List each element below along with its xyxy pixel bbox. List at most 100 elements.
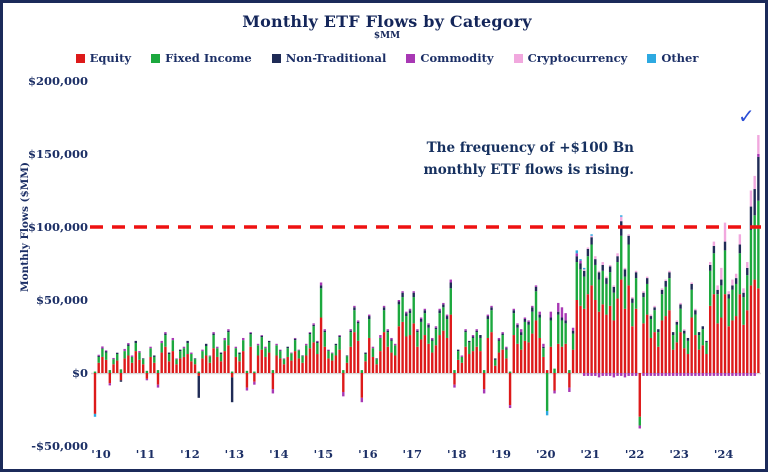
bar-segment	[212, 332, 215, 334]
bar-segment	[653, 305, 656, 308]
bar-segment	[634, 270, 638, 273]
bar-segment	[175, 364, 178, 373]
x-tick-label: '23	[669, 447, 689, 461]
bar-segment	[616, 253, 619, 257]
bar-segment	[545, 410, 549, 416]
bar-segment	[349, 330, 352, 333]
bar-segment	[338, 335, 341, 336]
bar-segment	[386, 330, 389, 333]
bar-segment	[345, 356, 349, 363]
bar-segment	[401, 297, 404, 322]
x-tick-label: '21	[580, 447, 600, 461]
bar-segment	[631, 373, 634, 376]
bar-segment	[494, 359, 497, 366]
bar-segment	[164, 335, 167, 347]
bar-segment	[701, 345, 704, 373]
bar-segment	[534, 286, 538, 292]
bar-segment	[234, 356, 238, 373]
legend-swatch-icon	[513, 53, 523, 63]
bar-segment	[401, 292, 404, 298]
bar-segment	[360, 370, 364, 373]
bar-segment	[460, 355, 464, 357]
bar-segment	[627, 234, 630, 236]
bar-segment	[671, 332, 675, 336]
y-tick-label: $0	[71, 366, 88, 380]
bar-segment	[208, 355, 212, 357]
bar-segment	[757, 154, 760, 157]
bar-segment	[627, 235, 630, 245]
bar-segment	[442, 330, 445, 373]
bar-segment	[345, 355, 349, 357]
bar-segment	[449, 282, 452, 289]
bar-segment	[190, 352, 193, 355]
bar-segment	[230, 373, 234, 378]
bar-segment	[327, 349, 330, 351]
bar-segment	[360, 373, 364, 398]
bar-segment	[716, 285, 719, 290]
bar-segment	[353, 305, 356, 308]
bar-segment	[482, 373, 486, 390]
bar-segment	[601, 264, 604, 271]
bar-segment	[145, 370, 149, 373]
bar-segment	[671, 373, 675, 376]
bar-segment	[749, 373, 753, 376]
bar-segment	[716, 294, 719, 324]
bar-segment	[582, 308, 586, 373]
bar-segment	[386, 332, 389, 347]
bar-segment	[586, 248, 590, 257]
bar-segment	[560, 320, 564, 347]
bar-segment	[442, 307, 445, 331]
bar-segment	[649, 314, 653, 317]
bar-segment	[716, 373, 719, 376]
bar-segment	[479, 351, 482, 373]
bar-segment	[675, 324, 679, 343]
bar-segment	[505, 348, 508, 350]
bar-segment	[486, 314, 490, 317]
bar-segment	[286, 356, 289, 373]
bar-segment	[323, 330, 326, 333]
bar-segment	[405, 336, 408, 373]
bar-segment	[427, 324, 430, 328]
bar-segment	[697, 335, 701, 350]
bar-segment	[293, 340, 297, 352]
legend-item-equity: Equity	[75, 51, 132, 65]
bar-segment	[353, 310, 356, 333]
legend-label: Equity	[89, 51, 132, 65]
bar-segment	[245, 387, 249, 391]
bar-segment	[264, 356, 267, 373]
y-tick-label: $200,000	[27, 74, 88, 88]
bar-segment	[360, 397, 364, 403]
bar-segment	[216, 348, 219, 357]
bar-segment	[249, 346, 252, 373]
bar-segment	[471, 351, 475, 373]
bar-segment	[256, 345, 260, 356]
bar-segment	[694, 314, 697, 336]
bar-segment	[434, 327, 438, 330]
bar-segment	[167, 354, 171, 362]
bar-segment	[731, 289, 734, 321]
bar-segment	[390, 339, 393, 341]
bar-segment	[456, 351, 460, 360]
bar-segment	[616, 298, 619, 373]
bar-segment	[694, 308, 697, 311]
bar-segment	[686, 340, 690, 355]
bar-segment	[431, 340, 434, 353]
bar-segment	[216, 356, 219, 373]
bar-segment	[160, 340, 163, 344]
bar-segment	[471, 335, 475, 337]
x-tick-label: '16	[358, 447, 378, 461]
bar-segment	[486, 337, 490, 373]
bar-segment	[712, 245, 716, 254]
bar-segment	[153, 355, 156, 357]
bar-segment	[408, 335, 412, 373]
bar-segment	[334, 345, 338, 356]
bar-segment	[601, 304, 604, 373]
bar-segment	[393, 345, 397, 356]
bar-segment	[319, 317, 323, 373]
bar-segment	[108, 370, 112, 373]
bar-segment	[649, 337, 653, 373]
bar-segment	[486, 316, 490, 319]
bar-segment	[645, 283, 649, 315]
bar-segment	[497, 340, 501, 353]
bar-segment	[416, 329, 419, 331]
